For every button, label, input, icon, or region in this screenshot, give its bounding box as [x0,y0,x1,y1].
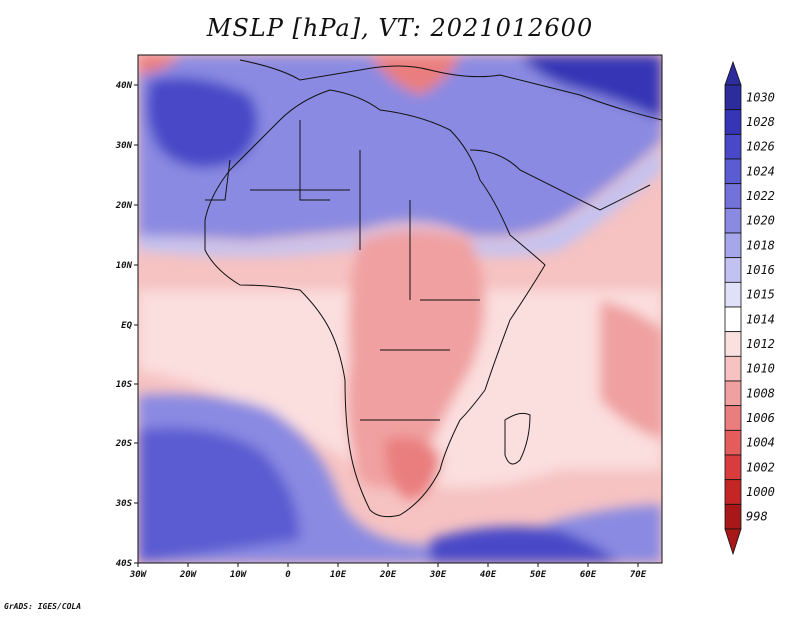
lat-label-eq: EQ [121,321,132,331]
south-indian-high [430,526,620,563]
colorbar-box-9 [724,306,742,333]
colorbar-box-6 [724,232,742,259]
colorbar-box-16 [724,479,742,505]
colorbar-box-12 [724,380,742,407]
south-atlantic-high [138,427,300,563]
colorbar-box-2 [724,133,742,160]
colorbar-box-13 [724,405,742,431]
colorbar-box-1 [724,109,742,135]
lon-label-10w: 10W [230,570,248,580]
colorbar-label-1028: 1028 [746,115,775,129]
colorbar-label-998: 998 [746,510,768,524]
lon-label-40e: 40E [480,570,497,580]
northern-high [138,55,662,240]
colorbar-box-7 [724,257,742,283]
lat-label-30s: 30S [115,499,133,509]
colorbar-box-15 [724,454,742,481]
colorbar-label-1020: 1020 [746,214,775,228]
footer-credit: GrADS: IGES/COLA [4,602,82,611]
lat-label-40s: 40S [116,559,133,569]
lat-label-30n: 30N [115,141,133,151]
colorbar-box-11 [724,355,742,382]
colorbar-label-1016: 1016 [746,263,775,277]
colorbar-box-8 [724,281,742,308]
colorbar-label-1018: 1018 [746,238,775,252]
colorbar-label-1026: 1026 [746,140,775,154]
lat-label-40n: 40N [116,81,133,91]
colorbar-box-10 [724,331,742,357]
colorbar-label-1002: 1002 [746,460,775,474]
colorbar-label-1004: 1004 [746,436,775,450]
map-title: MSLP [hPa], VT: 2021012600 [206,14,594,42]
colorbar-bottom-arrow [724,528,742,556]
colorbar-label-1012: 1012 [746,337,775,351]
colorbar-box-14 [724,429,742,456]
colorbar-label-1000: 1000 [746,485,775,499]
map-panel [138,55,662,563]
lat-axis: 40N 30N 20N 10N EQ 10S 20S 30S 40S [115,81,138,569]
lon-label-0: 0 [285,570,291,580]
lat-label-10s: 10S [116,380,133,390]
lon-label-30w: 30W [129,570,148,580]
colorbar-box-0 [724,84,742,111]
colorbar-box-5 [724,207,742,234]
lon-label-10e: 10E [330,570,347,580]
colorbar-label-1014: 1014 [746,312,775,326]
colorbar-label-1030: 1030 [746,90,775,104]
colorbar-label-1015: 1015 [746,288,775,302]
indian-ocean-low [600,300,662,440]
colorbar-label-1024: 1024 [746,164,775,178]
lat-label-10n: 10N [116,261,133,271]
colorbar-label-1008: 1008 [746,386,775,400]
colorbar-labels: 1030 1028 1026 1024 1022 1020 1018 1016 1015 1014… [746,90,775,523]
lon-label-60e: 60E [580,570,597,580]
colorbar-boxes [724,84,742,530]
lon-label-20w: 20W [179,570,198,580]
lat-label-20s: 20S [115,439,133,449]
colorbar-top-arrow [724,60,742,86]
central-africa-low [346,230,485,488]
lon-label-20e: 20E [379,570,397,580]
kalahari-low [385,437,440,500]
northwest-low [138,55,180,75]
colorbar-box-4 [724,183,742,209]
colorbar-label-1010: 1010 [746,362,775,376]
lon-label-30e: 30E [429,570,447,580]
colorbar: 1030 1028 1026 1024 1022 1020 1018 1016 1015 1014… [724,60,775,556]
mediterranean-low [370,55,460,95]
colorbar-box-3 [724,158,742,185]
lon-axis: 30W 20W 10W 0 10E 20E 30E 40E 50E 60E 70… [129,563,647,580]
lon-label-70e: 70E [630,570,647,580]
colorbar-label-1022: 1022 [746,189,775,203]
azores-high [146,77,258,168]
siberian-high [520,55,662,120]
colorbar-box-17 [724,503,742,530]
coastlines [204,59,662,518]
lat-label-20n: 20N [115,201,133,211]
lon-label-50e: 50E [530,570,547,580]
map-frame [137,54,663,564]
colorbar-label-1006: 1006 [746,411,775,425]
